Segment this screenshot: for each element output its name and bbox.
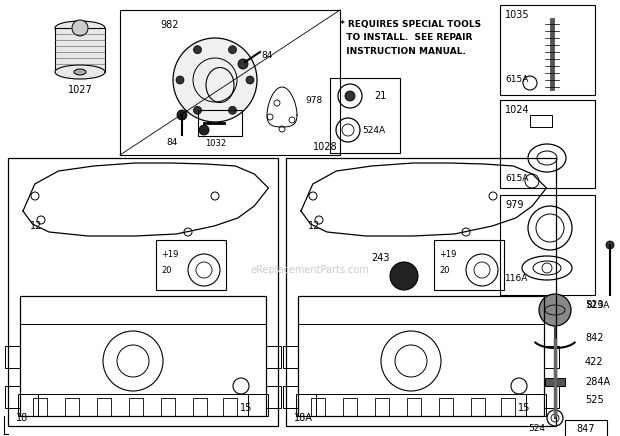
Bar bbox=[545, 378, 565, 386]
Text: 524: 524 bbox=[528, 423, 546, 433]
Bar bbox=[65, 398, 79, 416]
Text: 116A: 116A bbox=[505, 273, 528, 283]
Bar bbox=[544, 386, 559, 408]
Text: 15: 15 bbox=[518, 403, 530, 413]
Bar bbox=[375, 398, 389, 416]
Bar bbox=[156, 240, 226, 290]
Circle shape bbox=[238, 59, 248, 69]
Bar bbox=[311, 398, 325, 416]
Circle shape bbox=[173, 38, 257, 122]
Bar bbox=[501, 398, 515, 416]
Bar bbox=[266, 346, 281, 368]
Bar bbox=[18, 394, 38, 416]
Circle shape bbox=[199, 125, 209, 135]
Text: 979: 979 bbox=[505, 200, 523, 210]
Bar bbox=[544, 346, 559, 368]
Text: * REQUIRES SPECIAL TOOLS: * REQUIRES SPECIAL TOOLS bbox=[340, 20, 481, 30]
Bar bbox=[5, 346, 20, 368]
Ellipse shape bbox=[55, 21, 105, 35]
Circle shape bbox=[193, 46, 202, 54]
Bar bbox=[283, 346, 298, 368]
Bar bbox=[530, 115, 552, 127]
Text: 615A: 615A bbox=[505, 174, 528, 183]
Bar bbox=[526, 394, 546, 416]
Text: 243: 243 bbox=[372, 253, 390, 263]
Text: 842: 842 bbox=[585, 333, 603, 343]
Text: 847: 847 bbox=[577, 424, 595, 434]
Text: 422: 422 bbox=[585, 357, 604, 367]
Circle shape bbox=[177, 110, 187, 120]
Text: 1032: 1032 bbox=[205, 139, 226, 147]
Bar bbox=[97, 398, 111, 416]
Bar bbox=[193, 398, 207, 416]
Text: 1024: 1024 bbox=[505, 105, 529, 115]
Bar bbox=[500, 100, 595, 188]
Text: 12: 12 bbox=[308, 221, 320, 231]
Bar bbox=[500, 195, 595, 295]
Bar bbox=[8, 158, 278, 426]
Text: 84: 84 bbox=[261, 51, 273, 59]
Ellipse shape bbox=[55, 65, 105, 79]
Bar bbox=[129, 398, 143, 416]
Text: 1035: 1035 bbox=[505, 10, 529, 20]
Bar bbox=[20, 296, 266, 416]
Text: TO INSTALL.  SEE REPAIR: TO INSTALL. SEE REPAIR bbox=[340, 34, 472, 42]
Bar bbox=[471, 398, 485, 416]
Bar bbox=[500, 5, 595, 95]
Text: 15: 15 bbox=[240, 403, 252, 413]
Circle shape bbox=[193, 106, 202, 114]
Bar bbox=[298, 296, 544, 416]
Bar bbox=[248, 394, 268, 416]
Bar bbox=[330, 78, 400, 153]
Text: +19: +19 bbox=[439, 249, 456, 259]
Bar bbox=[343, 398, 357, 416]
Circle shape bbox=[229, 46, 236, 54]
Text: 21: 21 bbox=[374, 91, 386, 101]
Text: 615A: 615A bbox=[505, 75, 528, 85]
Bar bbox=[161, 398, 175, 416]
Text: eReplacementParts.com: eReplacementParts.com bbox=[250, 265, 370, 275]
Bar bbox=[565, 420, 607, 436]
Bar bbox=[283, 386, 298, 408]
Bar bbox=[5, 386, 20, 408]
Text: 523: 523 bbox=[585, 300, 604, 310]
Text: 524A: 524A bbox=[363, 126, 386, 134]
Text: 84: 84 bbox=[166, 137, 178, 146]
Circle shape bbox=[72, 20, 88, 36]
Bar bbox=[434, 240, 504, 290]
Bar bbox=[55, 28, 105, 72]
Circle shape bbox=[345, 91, 355, 101]
Text: 20: 20 bbox=[439, 266, 450, 275]
Circle shape bbox=[229, 106, 236, 114]
Text: 982: 982 bbox=[160, 20, 179, 30]
Text: 284A: 284A bbox=[585, 377, 610, 387]
Text: 525: 525 bbox=[585, 395, 604, 405]
Text: 12: 12 bbox=[30, 221, 42, 231]
Bar bbox=[266, 386, 281, 408]
Text: 18: 18 bbox=[16, 413, 29, 423]
Circle shape bbox=[390, 262, 418, 290]
Text: 819A: 819A bbox=[587, 300, 609, 310]
Bar bbox=[286, 158, 556, 426]
Circle shape bbox=[539, 294, 571, 326]
Circle shape bbox=[606, 241, 614, 249]
Ellipse shape bbox=[74, 69, 86, 75]
Bar bbox=[120, 10, 340, 155]
Circle shape bbox=[246, 76, 254, 84]
Bar bbox=[33, 398, 47, 416]
Text: 978: 978 bbox=[305, 95, 322, 105]
Text: INSTRUCTION MANUAL.: INSTRUCTION MANUAL. bbox=[340, 47, 466, 55]
Bar bbox=[296, 394, 316, 416]
Bar bbox=[439, 398, 453, 416]
Bar bbox=[198, 110, 242, 136]
Bar bbox=[223, 398, 237, 416]
Text: 1027: 1027 bbox=[68, 85, 92, 95]
Text: 20: 20 bbox=[161, 266, 172, 275]
Bar bbox=[407, 398, 421, 416]
Circle shape bbox=[176, 76, 184, 84]
Text: +19: +19 bbox=[161, 249, 179, 259]
Text: 1028: 1028 bbox=[312, 142, 337, 152]
Text: 18A: 18A bbox=[294, 413, 313, 423]
